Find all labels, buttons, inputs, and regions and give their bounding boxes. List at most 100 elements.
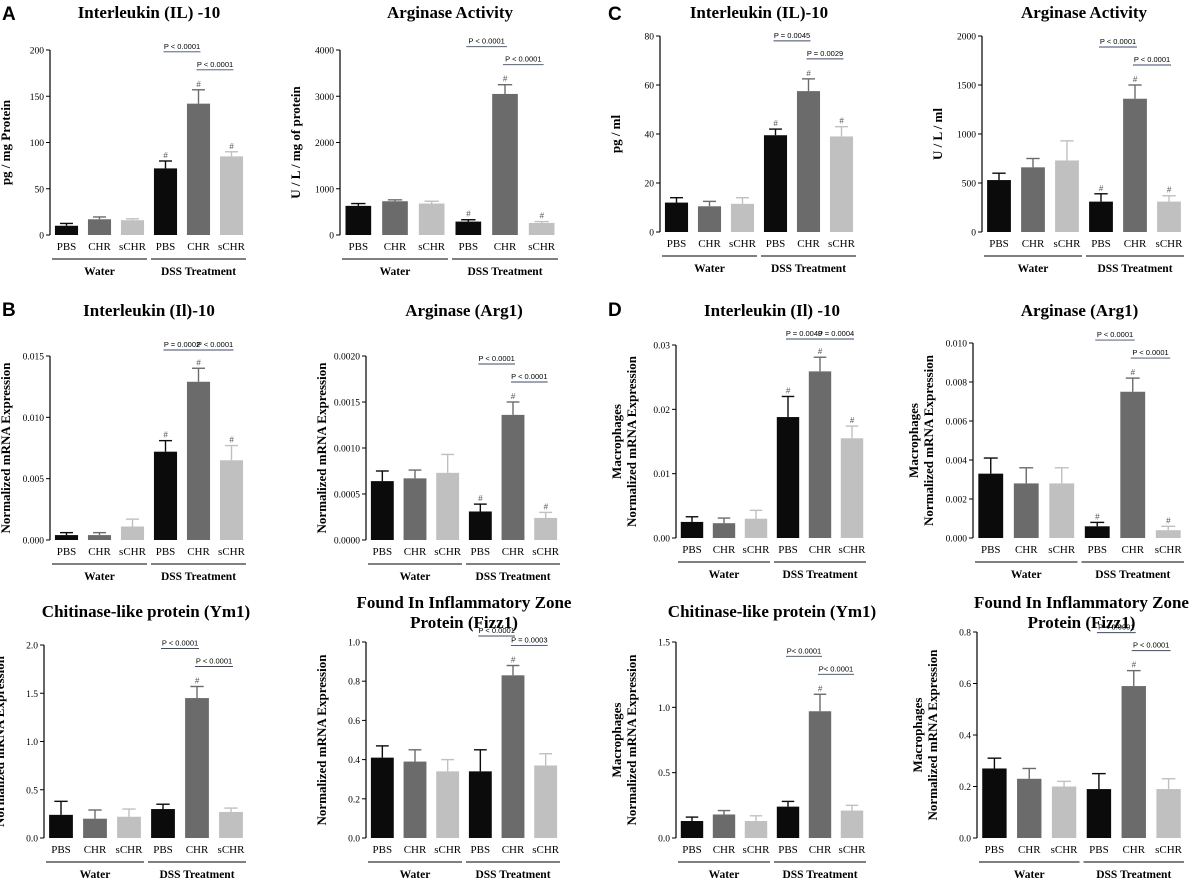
category-label: sCHR bbox=[729, 238, 757, 250]
bar-chr-water bbox=[83, 818, 107, 838]
p-value-label: P < 0.0001 bbox=[197, 60, 233, 69]
bar-schr-water bbox=[1055, 160, 1079, 232]
bar-pbs-dss bbox=[151, 809, 175, 838]
y-tick-label: 2000 bbox=[315, 139, 334, 149]
category-label: PBS bbox=[373, 546, 393, 558]
bar-pbs-water bbox=[978, 473, 1004, 538]
bar-schr-dss bbox=[840, 810, 864, 838]
bar-chr-water bbox=[403, 478, 427, 540]
chart-title: Found In Inflammatory Zone bbox=[357, 593, 572, 612]
category-label: CHR bbox=[404, 844, 427, 856]
p-value-label: P < 0.0001 bbox=[1100, 37, 1136, 46]
category-label: PBS bbox=[51, 844, 71, 856]
bar-chr-dss bbox=[501, 414, 525, 540]
significance-marker: # bbox=[511, 392, 516, 401]
category-label: sCHR bbox=[1156, 238, 1184, 250]
p-value-label: P = 0.0003 bbox=[511, 636, 547, 645]
category-label: CHR bbox=[404, 546, 427, 558]
bar-schr-water bbox=[120, 220, 145, 235]
y-axis-label: Normalized mRNA Expression bbox=[314, 654, 329, 826]
y-tick-label: 0.03 bbox=[653, 342, 670, 352]
y-tick-label: 1000 bbox=[315, 185, 334, 195]
p-value-label: P < 0.0001 bbox=[1133, 641, 1169, 650]
y-tick-label: 0 bbox=[971, 229, 976, 239]
bar-pbs-water bbox=[664, 202, 689, 232]
bar-chr-dss bbox=[501, 675, 525, 838]
category-label: sCHR bbox=[218, 546, 246, 558]
significance-marker: # bbox=[196, 358, 201, 367]
chart-title: Chitinase-like protein (Ym1) bbox=[42, 602, 250, 621]
category-label: PBS bbox=[667, 238, 687, 250]
bar-schr-water bbox=[730, 203, 755, 232]
p-value-label: P = 0.0029 bbox=[807, 49, 843, 58]
category-label: PBS bbox=[373, 844, 393, 856]
y-tick-label: 0.015 bbox=[23, 353, 45, 363]
group-label-dss: DSS Treatment bbox=[782, 869, 857, 881]
category-label: sCHR bbox=[839, 544, 867, 556]
significance-marker: # bbox=[196, 80, 201, 89]
y-tick-label: 60 bbox=[645, 82, 655, 92]
p-value-label: P < 0.0001 bbox=[197, 340, 233, 349]
y-tick-label: 200 bbox=[30, 47, 45, 57]
category-label: CHR bbox=[1122, 844, 1145, 856]
significance-marker: # bbox=[1095, 512, 1100, 521]
bar-pbs-water bbox=[982, 768, 1007, 838]
y-axis-label: Normalized mRNA Expression bbox=[624, 654, 639, 826]
y-axis-label: Normalized mRNA Expression bbox=[314, 362, 329, 534]
p-value-label: P< 0.0001 bbox=[787, 646, 821, 655]
panel-letter-b: B bbox=[2, 300, 16, 321]
y-tick-label: 4000 bbox=[315, 47, 334, 57]
group-label-water: Water bbox=[400, 869, 431, 881]
bar-pbs-dss bbox=[776, 417, 800, 538]
chart-2: Arginase Activity 0 1000 2000 3000 4000 U / L … bbox=[288, 3, 558, 278]
significance-marker: # bbox=[466, 210, 471, 219]
group-label-dss: DSS Treatment bbox=[782, 569, 857, 581]
category-label: CHR bbox=[88, 546, 111, 558]
y-tick-label: 0.8 bbox=[348, 678, 360, 688]
category-label: PBS bbox=[778, 544, 798, 556]
category-label: PBS bbox=[766, 238, 786, 250]
bar-chr-dss bbox=[492, 93, 518, 235]
bar-pbs-dss bbox=[153, 451, 178, 540]
significance-marker: # bbox=[1133, 75, 1138, 84]
group-label-water: Water bbox=[400, 571, 431, 583]
bar-schr-water bbox=[436, 771, 460, 838]
significance-marker: # bbox=[1099, 184, 1104, 193]
significance-marker: # bbox=[773, 119, 778, 128]
bar-chr-water bbox=[87, 535, 112, 540]
category-label: PBS bbox=[682, 544, 702, 556]
bar-schr-dss bbox=[840, 438, 864, 538]
y-tick-label: 0.2 bbox=[348, 795, 360, 805]
significance-marker: # bbox=[1132, 661, 1137, 670]
significance-marker: # bbox=[818, 347, 823, 356]
category-label: CHR bbox=[187, 241, 210, 253]
category-label: sCHR bbox=[434, 844, 462, 856]
chart-title: Arginase Activity bbox=[387, 3, 514, 22]
chart-title: Arginase (Arg1) bbox=[405, 301, 523, 320]
category-label: PBS bbox=[156, 546, 176, 558]
p-value-label: P < 0.0001 bbox=[164, 42, 200, 51]
chart-8: Arginase (Arg1) 0.000 0.002 0.004 0.006 0.008… bbox=[906, 301, 1184, 581]
bar-pbs-water bbox=[54, 225, 79, 235]
significance-marker: # bbox=[786, 386, 791, 395]
category-label: sCHR bbox=[1054, 238, 1082, 250]
significance-marker: # bbox=[1167, 186, 1172, 195]
bar-schr-dss bbox=[219, 156, 244, 235]
y-tick-label: 0.010 bbox=[23, 414, 45, 424]
p-value-label: P < 0.0001 bbox=[1132, 348, 1168, 357]
bar-schr-water bbox=[1049, 483, 1075, 538]
y-axis-label: pg / ml bbox=[608, 114, 623, 153]
y-tick-label: 50 bbox=[35, 185, 45, 195]
y-tick-label: 80 bbox=[645, 33, 655, 43]
y-tick-label: 0.0000 bbox=[334, 537, 360, 547]
category-label: PBS bbox=[1089, 844, 1109, 856]
group-label-dss: DSS Treatment bbox=[467, 266, 542, 278]
significance-marker: # bbox=[1131, 368, 1136, 377]
y-tick-label: 0.0 bbox=[658, 835, 670, 845]
p-value-label: P = 0.0049 bbox=[786, 329, 822, 338]
category-label: sCHR bbox=[434, 546, 462, 558]
y-tick-label: 0.02 bbox=[653, 406, 670, 416]
category-label: sCHR bbox=[743, 544, 771, 556]
